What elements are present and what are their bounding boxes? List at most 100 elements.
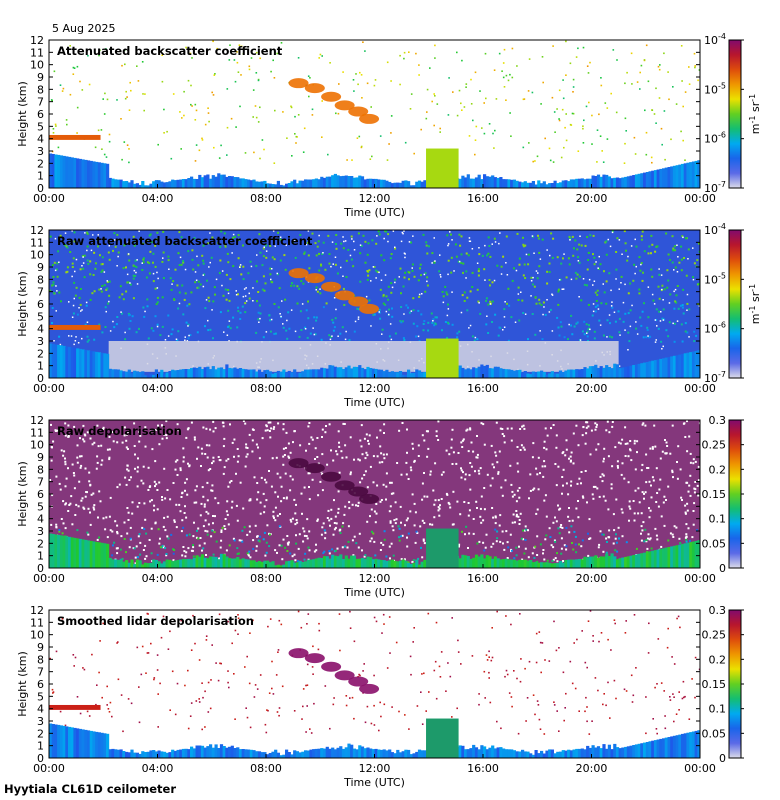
y-tick-label: 2 xyxy=(37,347,44,360)
x-axis-label: Time (UTC) xyxy=(343,396,405,409)
y-tick-label: 5 xyxy=(37,690,44,703)
cloud-cell xyxy=(288,648,309,659)
y-tick-label: 5 xyxy=(37,500,44,513)
y-tick-label: 2 xyxy=(37,537,44,550)
y-tick-label: 8 xyxy=(37,273,44,286)
convective-column xyxy=(426,338,459,378)
x-tick-label: 12:00 xyxy=(359,192,391,205)
panel-title: Smoothed lidar depolarisation xyxy=(57,614,254,628)
x-tick-label: 12:00 xyxy=(359,762,391,775)
x-tick-label: 00:00 xyxy=(684,192,716,205)
y-tick-label: 2 xyxy=(37,727,44,740)
plot-background xyxy=(49,610,700,758)
cloud-cell xyxy=(359,303,380,314)
colorbar-tick-label: 0.25 xyxy=(702,629,727,642)
cloud-cell xyxy=(348,676,369,687)
cloud-cell xyxy=(304,463,325,474)
y-tick-label: 11 xyxy=(30,46,44,59)
colorbar-tick-label: 0.05 xyxy=(702,727,727,740)
noise-field xyxy=(49,420,700,568)
y-tick-label: 0 xyxy=(37,372,44,385)
y-tick-label: 11 xyxy=(30,616,44,629)
cloud-cell xyxy=(304,83,325,94)
y-tick-label: 10 xyxy=(30,249,44,262)
y-tick-label: 9 xyxy=(37,71,44,84)
colorbar-tick-label: 0.1 xyxy=(709,703,727,716)
y-tick-label: 1 xyxy=(37,740,44,753)
colorbar-tick-label: 10-7 xyxy=(704,370,726,385)
cloud-cell xyxy=(321,471,342,482)
x-tick-label: 00:00 xyxy=(684,382,716,395)
cloud-cell xyxy=(334,100,355,111)
y-tick-label: 7 xyxy=(37,666,44,679)
heatmap-area xyxy=(49,610,700,758)
cloud-cell xyxy=(304,653,325,664)
x-tick-label: 00:00 xyxy=(33,572,65,585)
y-tick-label: 4 xyxy=(37,133,44,146)
cloud-cell xyxy=(288,78,309,89)
cloud-cell xyxy=(359,683,380,694)
colorbar-tick-label: 10-5 xyxy=(704,271,726,286)
y-tick-label: 11 xyxy=(30,426,44,439)
x-axis-label: Time (UTC) xyxy=(343,206,405,219)
y-tick-label: 3 xyxy=(37,335,44,348)
x-tick-label: 08:00 xyxy=(250,382,282,395)
cloud-cell xyxy=(321,661,342,672)
colorbar-tick-label: 10-6 xyxy=(704,321,726,336)
x-axis-label: Time (UTC) xyxy=(343,586,405,599)
cloud-layer xyxy=(49,134,101,140)
y-tick-label: 8 xyxy=(37,83,44,96)
cloud-layer xyxy=(49,324,101,330)
cloud-cell xyxy=(334,670,355,681)
heatmap-area xyxy=(49,40,700,188)
cloud-cell xyxy=(348,106,369,117)
y-tick-label: 10 xyxy=(30,59,44,72)
y-tick-label: 7 xyxy=(37,286,44,299)
cloud-cell xyxy=(321,281,342,292)
y-tick-label: 5 xyxy=(37,310,44,323)
y-axis-label: Height (km) xyxy=(16,81,29,147)
x-tick-label: 00:00 xyxy=(33,192,65,205)
y-tick-label: 5 xyxy=(37,120,44,133)
cloud-cell xyxy=(334,290,355,301)
panel-title: Raw depolarisation xyxy=(57,424,182,438)
plot-background xyxy=(49,40,700,188)
x-tick-label: 04:00 xyxy=(142,382,174,395)
cloud-cell xyxy=(359,493,380,504)
y-tick-label: 11 xyxy=(30,236,44,249)
y-tick-label: 9 xyxy=(37,641,44,654)
heatmap-area xyxy=(49,230,700,378)
colorbar-tick-label: 0 xyxy=(719,562,726,575)
x-tick-label: 08:00 xyxy=(250,192,282,205)
y-tick-label: 0 xyxy=(37,562,44,575)
x-tick-label: 20:00 xyxy=(576,762,608,775)
cloud-cell xyxy=(288,268,309,279)
x-tick-label: 08:00 xyxy=(250,572,282,585)
x-tick-label: 00:00 xyxy=(684,572,716,585)
cloud-cell xyxy=(348,486,369,497)
convective-column xyxy=(426,718,459,758)
cloud-cell xyxy=(348,296,369,307)
cloud-cell xyxy=(359,113,380,124)
colorbar-tick-label: 0.25 xyxy=(702,439,727,452)
y-tick-label: 12 xyxy=(30,224,44,237)
y-tick-label: 7 xyxy=(37,476,44,489)
y-tick-label: 0 xyxy=(37,182,44,195)
cloud-layer xyxy=(49,704,101,710)
y-tick-label: 12 xyxy=(30,414,44,427)
y-tick-label: 4 xyxy=(37,513,44,526)
y-tick-label: 8 xyxy=(37,653,44,666)
colorbar-tick-label: 0.2 xyxy=(709,653,727,666)
colorbar-tick-label: 0.15 xyxy=(702,488,727,501)
y-tick-label: 10 xyxy=(30,629,44,642)
x-tick-label: 20:00 xyxy=(576,382,608,395)
x-tick-label: 16:00 xyxy=(467,192,499,205)
x-tick-label: 16:00 xyxy=(467,572,499,585)
panel-title: Raw attenuated backscatter coefficient xyxy=(57,234,313,248)
colorbar-tick-label: 0.15 xyxy=(702,678,727,691)
y-tick-label: 6 xyxy=(37,488,44,501)
